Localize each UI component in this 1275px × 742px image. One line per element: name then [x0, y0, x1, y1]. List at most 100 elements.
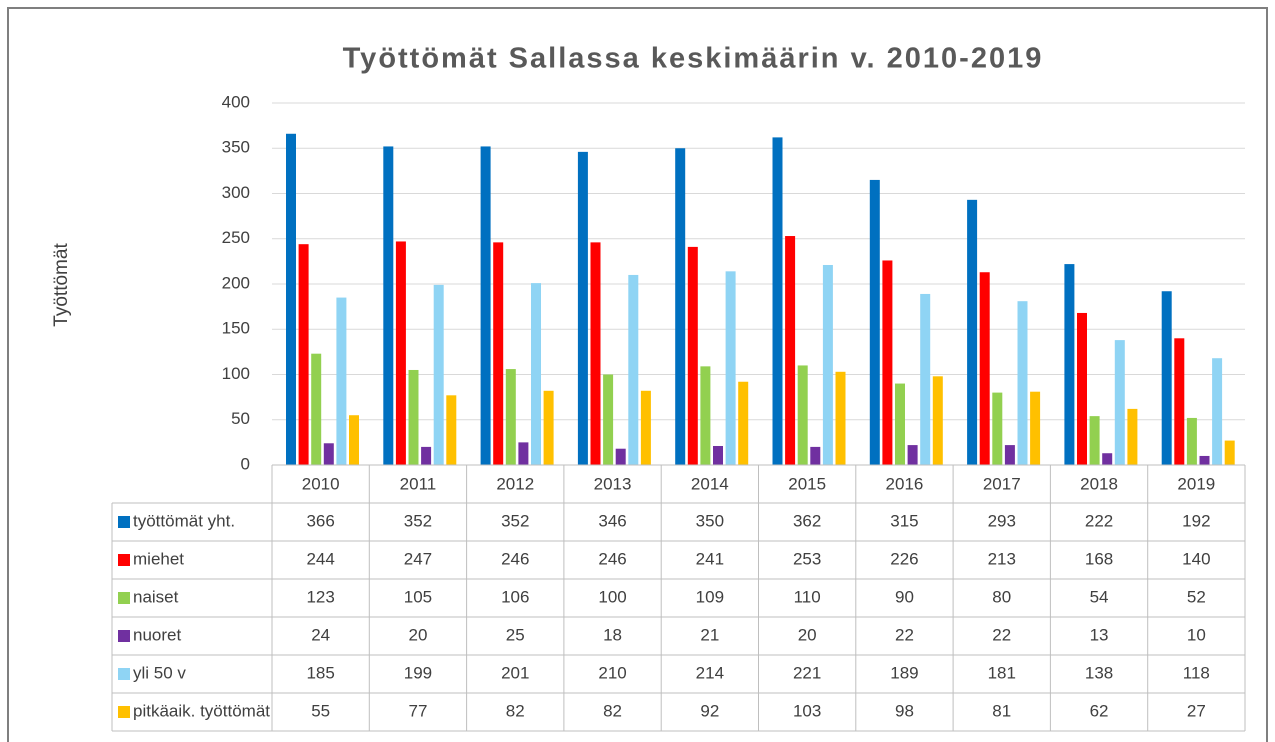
bar [1017, 301, 1028, 465]
bar [1114, 340, 1125, 465]
y-tick-label: 100 [222, 364, 250, 383]
table-value: 123 [306, 587, 334, 606]
bar [967, 199, 978, 465]
table-value: 222 [1085, 511, 1113, 530]
bar [408, 369, 419, 465]
x-tick-label: 2011 [400, 474, 437, 493]
bar [1089, 416, 1100, 465]
table-value: 92 [700, 701, 719, 720]
table-value: 192 [1182, 511, 1210, 530]
table-value: 118 [1183, 663, 1210, 682]
bar [1199, 455, 1210, 465]
legend-swatch [118, 516, 130, 528]
table-value: 18 [603, 625, 622, 644]
bar [1186, 417, 1197, 465]
table-value: 213 [988, 549, 1016, 568]
bar [628, 274, 639, 465]
legend-label: naiset [133, 587, 179, 606]
bar [323, 443, 334, 465]
table-value: 109 [696, 587, 724, 606]
table-value: 293 [988, 511, 1016, 530]
table-value: 253 [793, 549, 821, 568]
bar [907, 445, 918, 465]
bar [822, 264, 833, 465]
table-value: 247 [404, 549, 432, 568]
bar [446, 395, 457, 465]
table-value: 90 [895, 587, 914, 606]
x-tick-label: 2017 [983, 474, 1021, 493]
table-value: 181 [988, 663, 1016, 682]
table-value: 168 [1085, 549, 1113, 568]
table-value: 201 [501, 663, 529, 682]
legend-label: pitkäaik. työttömät [133, 701, 270, 720]
table-value: 103 [793, 701, 821, 720]
x-tick-label: 2013 [594, 474, 632, 493]
table-value: 221 [793, 663, 821, 682]
table-value: 110 [794, 587, 821, 606]
bar [349, 415, 359, 465]
y-tick-label: 150 [222, 319, 250, 338]
table-value: 246 [501, 549, 529, 568]
legend-swatch [118, 630, 130, 642]
bar [286, 133, 296, 465]
x-tick-label: 2016 [886, 474, 924, 493]
bar [979, 272, 990, 465]
bar [992, 392, 1003, 465]
bar [298, 244, 309, 465]
y-axis-label: Työttömät [51, 243, 72, 327]
bar [590, 242, 601, 465]
legend-swatch [118, 592, 130, 604]
bar [869, 179, 880, 466]
bar [785, 236, 796, 465]
table-value: 189 [890, 663, 918, 682]
bar [395, 241, 406, 465]
y-tick-label: 0 [241, 454, 250, 473]
table-value: 140 [1182, 549, 1210, 568]
bar [640, 390, 651, 465]
table-value: 105 [404, 587, 432, 606]
bar [1030, 391, 1041, 465]
bar [932, 376, 943, 465]
y-tick-label: 400 [222, 92, 250, 111]
bar [920, 293, 931, 465]
table-value: 214 [696, 663, 724, 682]
bar [1224, 440, 1235, 465]
bar [336, 297, 347, 465]
table-value: 80 [992, 587, 1011, 606]
bar [1161, 291, 1172, 465]
table-value: 82 [603, 701, 622, 720]
bar [1004, 445, 1015, 465]
bar [505, 369, 516, 465]
legend-label: yli 50 v [133, 663, 186, 682]
bar [882, 260, 893, 465]
bar [531, 283, 541, 465]
bar [421, 446, 432, 465]
table-value: 21 [700, 625, 719, 644]
x-tick-label: 2015 [788, 474, 826, 493]
bar [543, 390, 554, 465]
bar [675, 148, 686, 465]
table-value: 244 [306, 549, 334, 568]
table-value: 352 [501, 511, 529, 530]
bar [1174, 338, 1185, 465]
table-value: 20 [798, 625, 817, 644]
bar [725, 271, 736, 465]
legend-label: miehet [133, 549, 184, 568]
bar [797, 365, 808, 465]
bar [835, 371, 846, 465]
table-value: 100 [598, 587, 626, 606]
table-value: 25 [506, 625, 525, 644]
bar [1127, 408, 1138, 465]
bar [480, 146, 491, 465]
table-value: 350 [696, 511, 724, 530]
bar [772, 137, 783, 465]
y-tick-label: 300 [222, 183, 250, 202]
table-value: 24 [311, 625, 330, 644]
table-value: 199 [404, 663, 432, 682]
x-tick-label: 2012 [496, 474, 534, 493]
bar [615, 448, 626, 465]
bar [493, 242, 504, 465]
bar [687, 246, 698, 465]
table-value: 22 [895, 625, 914, 644]
